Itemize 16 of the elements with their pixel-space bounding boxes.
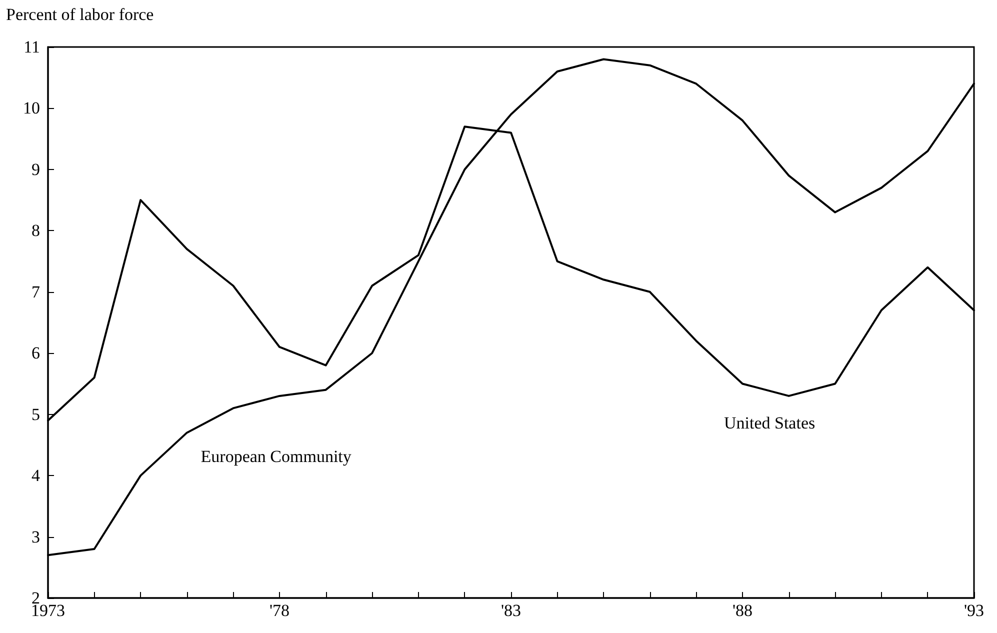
x-tick-label: '83	[500, 601, 522, 620]
y-tick-label: 7	[32, 282, 40, 302]
y-tick-label: 10	[23, 98, 40, 118]
y-tick-label: 11	[24, 38, 40, 56]
y-tick-label: 5	[32, 404, 40, 424]
y-tick-label: 4	[32, 466, 40, 486]
series-label: European Community	[200, 447, 352, 466]
y-axis-title: Percent of labor force	[6, 5, 154, 24]
x-tick-label: '93	[964, 601, 984, 620]
x-tick-label: '88	[732, 601, 753, 620]
y-tick-label: 9	[32, 160, 40, 179]
series-label: United States	[724, 413, 816, 432]
y-tick-label: 8	[32, 221, 40, 240]
y-tick-label: 3	[32, 527, 40, 546]
x-tick-label: '78	[269, 601, 290, 620]
y-tick-label: 6	[32, 344, 40, 363]
